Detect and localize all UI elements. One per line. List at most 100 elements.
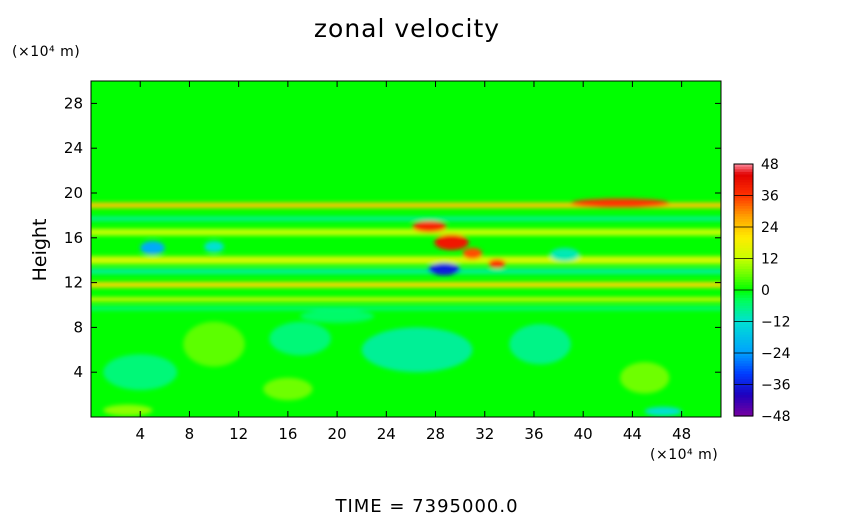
colorbar-swatch: [734, 295, 753, 299]
heatmap-band-1: [91, 216, 721, 221]
x-tick-label-5: 24: [377, 425, 396, 443]
colorbar-swatch: [734, 171, 753, 176]
x-tick-label-7: 32: [475, 425, 494, 443]
colorbar-label-7: −36: [761, 378, 791, 394]
colorbar-swatch: [734, 345, 753, 349]
colorbar-label-5: −12: [761, 315, 791, 331]
heatmap-blob-14: [140, 241, 165, 255]
colorbar-swatch: [734, 334, 753, 338]
colorbar-swatch: [734, 387, 753, 391]
colorbar-swatch: [734, 179, 753, 183]
colorbar-swatch: [734, 271, 753, 275]
colorbar-swatch: [734, 240, 753, 244]
colorbar-swatch: [734, 305, 753, 309]
colorbar: 48 36 24 12 0 −12 −24 −36 −48: [733, 157, 791, 425]
heatmap-blob-10: [434, 234, 469, 251]
colorbar-swatch: [734, 177, 753, 181]
heatmap-blob-21: [620, 362, 670, 394]
colorbar-swatch: [734, 232, 753, 236]
heatmap-blob-25: [263, 377, 313, 401]
colorbar-swatch: [734, 284, 753, 288]
colorbar-swatch: [734, 355, 753, 359]
y-tick-label-5: 24: [64, 139, 83, 157]
colorbar-label-4: 0: [761, 283, 770, 299]
colorbar-swatch: [734, 371, 753, 375]
x-tick-label-9: 40: [574, 425, 593, 443]
colorbar-swatch: [734, 287, 753, 291]
colorbar-swatch: [734, 200, 753, 204]
colorbar-swatch: [734, 397, 753, 401]
colorbar-label-1: 36: [761, 189, 779, 205]
x-tick-label-2: 12: [229, 425, 248, 443]
x-tick-label-8: 36: [524, 425, 543, 443]
heatmap-blob-13: [428, 263, 461, 276]
colorbar-swatch: [734, 376, 753, 380]
plot-frame: [90, 80, 722, 418]
colorbar-swatch: [734, 198, 753, 202]
heatmap-blob-11: [462, 247, 483, 260]
colorbar-swatch: [734, 208, 753, 212]
colorbar-swatch: [734, 219, 753, 223]
colorbar-label-0: 48: [761, 157, 779, 173]
colorbar-label-3: 12: [761, 252, 779, 268]
y-tick-label-0: 4: [73, 363, 83, 381]
colorbar-swatch: [734, 318, 753, 323]
colorbar-swatch: [734, 353, 753, 357]
heatmap-blob-9: [412, 221, 447, 233]
y-tick-label-1: 8: [73, 318, 83, 336]
colorbar-swatch: [734, 174, 753, 178]
heatmap-band-4: [91, 268, 721, 275]
heatmap-blob-18: [509, 324, 571, 365]
colorbar-swatch: [734, 250, 753, 254]
colorbar-swatch: [734, 374, 753, 378]
colorbar-swatch: [734, 408, 753, 412]
colorbar-swatch: [734, 311, 753, 315]
colorbar-swatch: [734, 227, 753, 231]
colorbar-swatch: [734, 350, 753, 354]
colorbar-swatch: [734, 166, 753, 170]
colorbar-swatch: [734, 263, 753, 267]
x-tick-label-4: 20: [328, 425, 347, 443]
colorbar-swatch: [734, 395, 753, 399]
colorbar-swatch: [734, 224, 753, 228]
colorbar-swatch: [734, 255, 753, 260]
heatmap-blob-26: [644, 406, 682, 416]
colorbar-swatch: [734, 413, 753, 417]
colorbar-label-2: 24: [761, 220, 779, 236]
colorbar-swatch: [734, 300, 753, 304]
x-tick-label-6: 28: [426, 425, 445, 443]
heatmap-band-6: [91, 297, 721, 302]
colorbar-swatch: [734, 366, 753, 370]
heatmap-band-5: [91, 282, 721, 288]
colorbar-swatch: [734, 292, 753, 296]
x-tick-label-0: 4: [135, 425, 145, 443]
heatmap-band-7: [91, 306, 721, 311]
colorbar-swatch: [734, 195, 753, 199]
colorbar-swatch: [734, 266, 753, 270]
colorbar-swatch: [734, 190, 753, 194]
colorbar-label-6: −24: [761, 346, 791, 362]
y-tick-label-6: 28: [64, 94, 83, 112]
colorbar-swatch: [734, 405, 753, 409]
colorbar-swatch: [734, 182, 753, 186]
colorbar-swatch: [734, 290, 753, 294]
colorbar-swatch: [734, 379, 753, 383]
colorbar-swatch: [734, 347, 753, 351]
colorbar-swatch: [734, 384, 753, 388]
y-axis-unit: (×10⁴ m): [12, 44, 81, 60]
y-axis: 4 8 12 16 20 24 28: [64, 94, 721, 381]
colorbar-label-8: −48: [761, 409, 791, 425]
colorbar-swatch: [734, 185, 753, 189]
colorbar-swatch: [734, 164, 753, 168]
colorbar-swatch: [734, 269, 753, 273]
x-axis-unit: (×10⁴ m): [650, 447, 719, 463]
colorbar-swatch: [734, 297, 753, 302]
colorbar-swatch: [734, 313, 753, 317]
colorbar-swatch: [734, 337, 753, 341]
colorbar-swatch: [734, 253, 753, 257]
colorbar-swatch: [734, 234, 753, 239]
heatmap-band-2: [91, 228, 721, 236]
colorbar-swatch: [734, 389, 753, 393]
colorbar-swatch: [734, 363, 753, 367]
colorbar-swatch: [734, 187, 753, 191]
